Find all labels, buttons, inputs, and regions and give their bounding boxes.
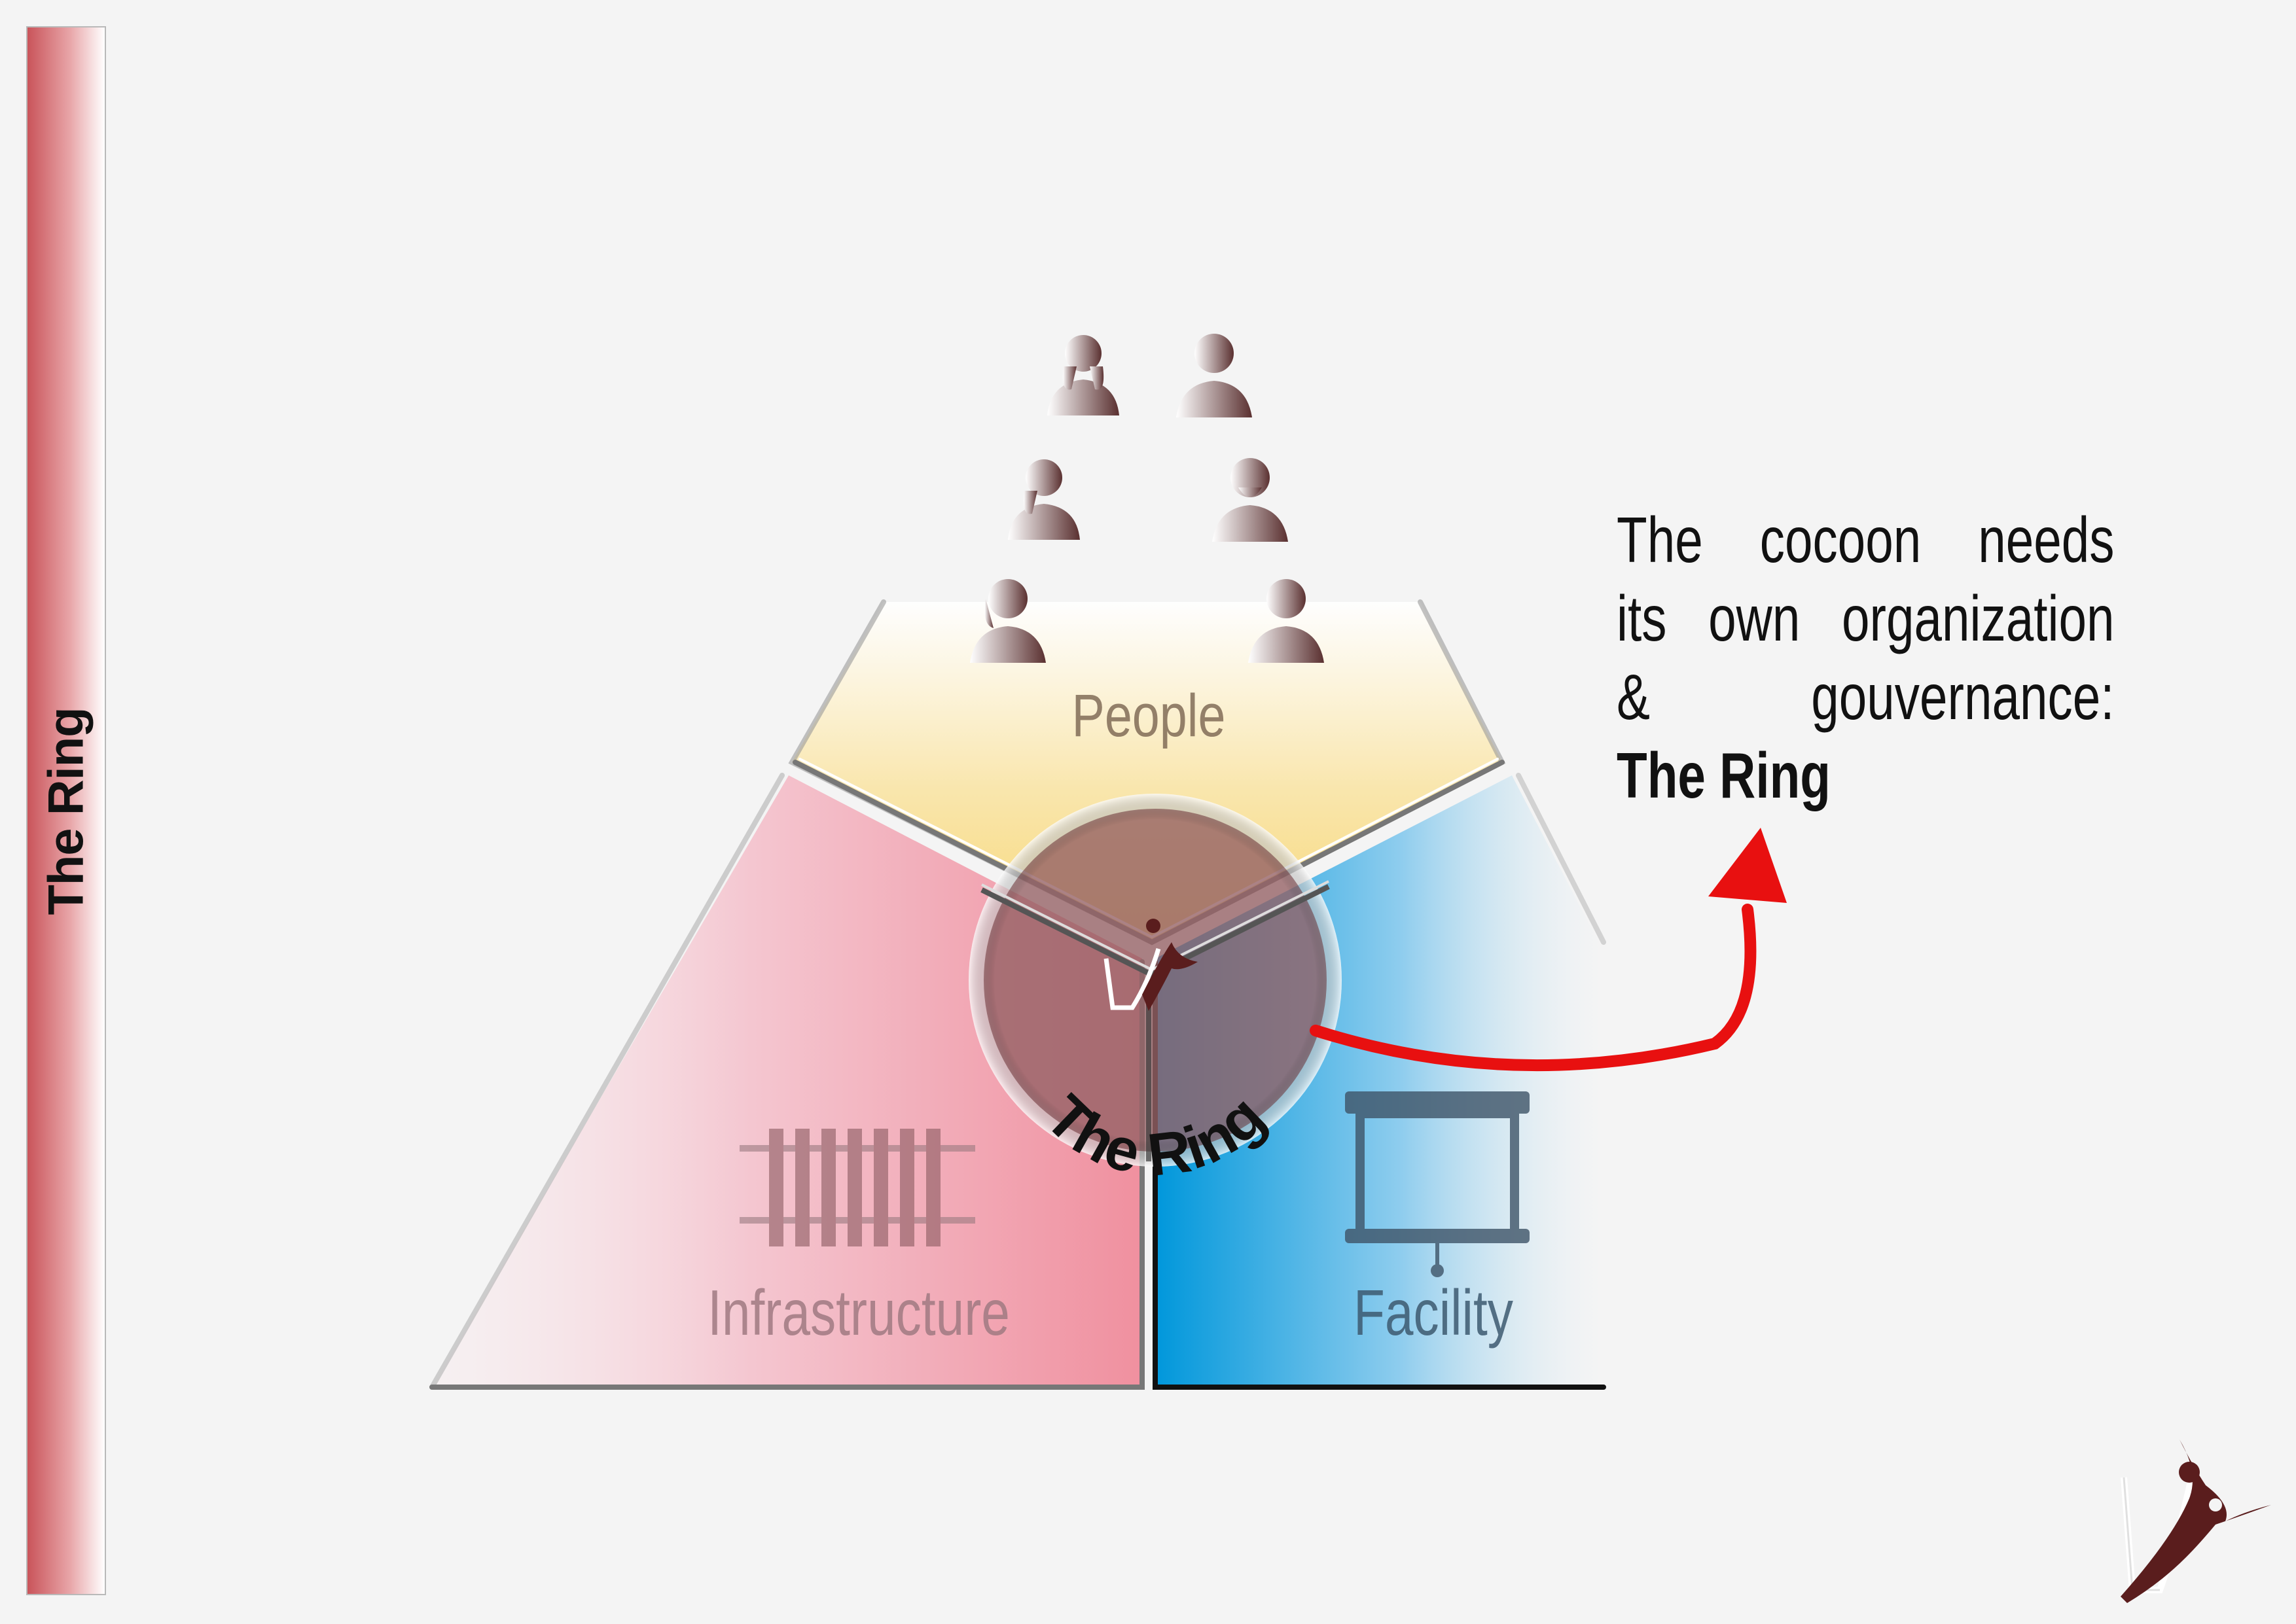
- callout-line-2: its own organization: [1617, 582, 2115, 654]
- callout-arrow: [1310, 828, 1787, 1072]
- ring-logo-icon: [1103, 919, 1198, 1011]
- infrastructure-segment: [432, 775, 1142, 1387]
- infrastructure-rack-icon: [740, 1129, 975, 1246]
- people-icons: [970, 334, 1324, 663]
- person-bearded-icon: [1212, 458, 1288, 542]
- callout-text: The cocoon needs its own organization & …: [1617, 501, 2115, 815]
- facility-screen-icon: [1345, 1091, 1530, 1277]
- callout-line-4: The Ring: [1617, 739, 1831, 811]
- facility-label: Facility: [1354, 1277, 1513, 1349]
- person-male-icon: [1176, 334, 1252, 417]
- ring-divider: [980, 884, 1330, 978]
- callout-line-3: & gouvernance:: [1617, 661, 2115, 733]
- callout-line-1: The cocoon needs: [1617, 504, 2115, 576]
- person-female-icon: [1008, 459, 1080, 540]
- people-segment: [792, 602, 1502, 942]
- person-female-icon: [970, 579, 1046, 663]
- person-male-icon: [1248, 579, 1324, 663]
- side-bar: [26, 26, 106, 1595]
- infrastructure-label: Infrastructure: [708, 1277, 1010, 1349]
- people-label: People: [1072, 682, 1226, 749]
- brand-logo-icon: [2121, 1439, 2271, 1603]
- person-female-icon: [1047, 335, 1119, 415]
